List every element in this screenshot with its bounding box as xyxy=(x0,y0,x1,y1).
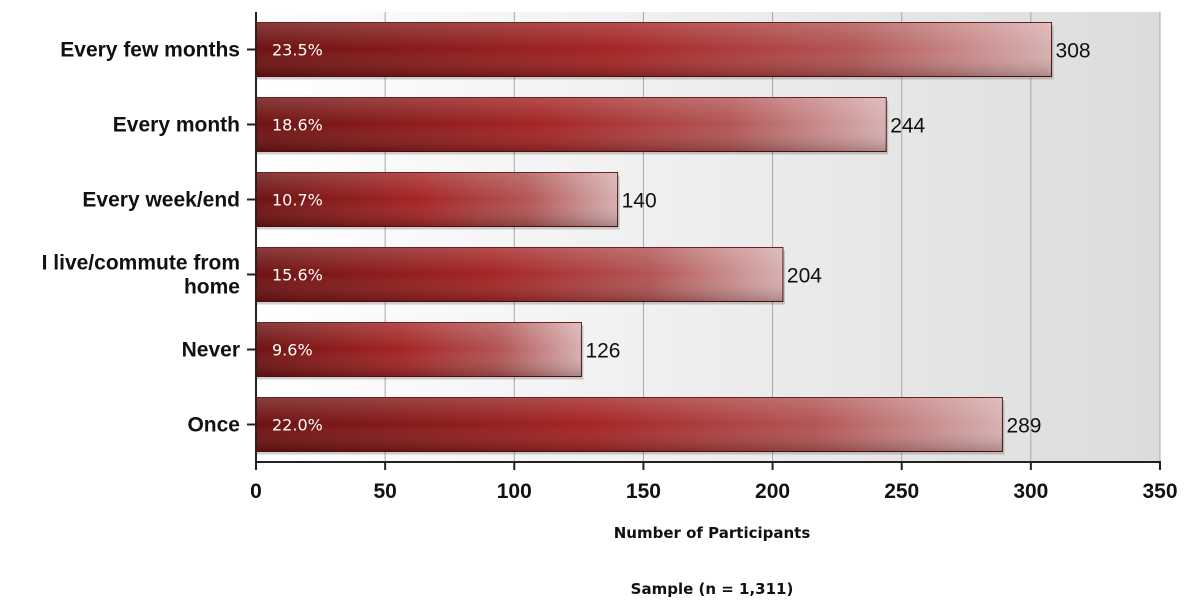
value-label: 289 xyxy=(1006,415,1041,438)
bar-highlight xyxy=(256,22,1052,77)
plot-background xyxy=(256,12,1160,462)
value-label: 204 xyxy=(787,265,822,288)
x-tick-label: 100 xyxy=(497,480,532,503)
bar-highlight xyxy=(256,172,618,227)
category-label: I live/commute from home xyxy=(42,252,240,299)
category-label: Once xyxy=(187,414,240,437)
percent-label: 18.6% xyxy=(272,116,323,135)
x-tick-label: 50 xyxy=(373,480,396,503)
x-tick-label: 250 xyxy=(884,480,919,503)
sample-note: Sample (n = 1,311) xyxy=(630,580,794,598)
percent-label: 22.0% xyxy=(272,416,323,435)
x-tick-label: 300 xyxy=(1013,480,1048,503)
axes: Every few months Every month Every week/en… xyxy=(42,12,1178,503)
x-tick-label: 150 xyxy=(626,480,661,503)
value-label: 308 xyxy=(1056,40,1091,63)
bar-highlight xyxy=(256,97,887,152)
x-axis-title: Number of Participants xyxy=(613,524,811,542)
bar-group: 15.6% 204 xyxy=(255,247,822,305)
bar-group: 22.0% 289 xyxy=(255,397,1041,455)
x-tick-label: 350 xyxy=(1142,480,1177,503)
bar-highlight xyxy=(256,322,582,377)
bar-group: 18.6% 244 xyxy=(255,97,926,155)
percent-label: 15.6% xyxy=(272,266,323,285)
category-label: Every week/end xyxy=(82,189,240,212)
gridlines xyxy=(384,12,1161,462)
percent-label: 23.5% xyxy=(272,41,323,60)
bar-highlight xyxy=(256,247,783,302)
category-label: Every month xyxy=(113,114,240,137)
x-tick-label: 0 xyxy=(250,480,262,503)
bar-highlight xyxy=(256,397,1003,452)
category-label: Never xyxy=(182,339,240,362)
x-tick-label: 200 xyxy=(755,480,790,503)
value-label: 244 xyxy=(890,115,925,138)
percent-label: 9.6% xyxy=(272,341,313,360)
bar-group: 9.6% 126 xyxy=(255,322,620,380)
category-label: Every few months xyxy=(60,39,240,62)
bar-group: 23.5% 308 xyxy=(255,22,1091,80)
percent-label: 10.7% xyxy=(272,191,323,210)
value-label: 126 xyxy=(585,340,620,363)
value-label: 140 xyxy=(622,190,657,213)
bars: 23.5% 308 18.6% 244 10.7% 140 15.6% 204 9.6% 126 2… xyxy=(255,22,1091,455)
bar-group: 10.7% 140 xyxy=(255,172,657,230)
